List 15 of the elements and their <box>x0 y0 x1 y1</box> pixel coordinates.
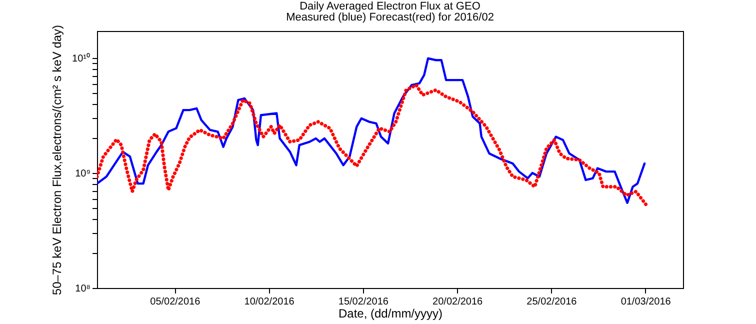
x-axis-title: Date, (dd/mm/yyyy) <box>338 306 443 320</box>
x-tick-label: 15/02/2016 <box>338 296 389 308</box>
y-axis-title: 50–75 keV Electron Flux,electrons/(cm² s keV day) <box>50 24 64 296</box>
x-tick-label: 10/02/2016 <box>244 296 295 308</box>
x-tick-label: 20/02/2016 <box>432 296 484 308</box>
chart-title: Daily Averaged Electron Flux at GEO <box>300 0 481 12</box>
y-tick-label: 10⁹ <box>75 168 90 180</box>
line-series <box>97 83 648 206</box>
y-tick-label: 10⁸ <box>75 284 90 294</box>
x-tick-label: 05/02/2016 <box>150 296 201 308</box>
chart-subtitle: Measured (blue) Forecast(red) for 2016/02 <box>286 11 494 24</box>
x-tick-label: 25/02/2016 <box>526 296 578 308</box>
y-tick-label: 10¹⁰ <box>72 52 90 65</box>
line-series <box>97 57 646 204</box>
x-tick-label: 01/03/2016 <box>620 296 672 308</box>
